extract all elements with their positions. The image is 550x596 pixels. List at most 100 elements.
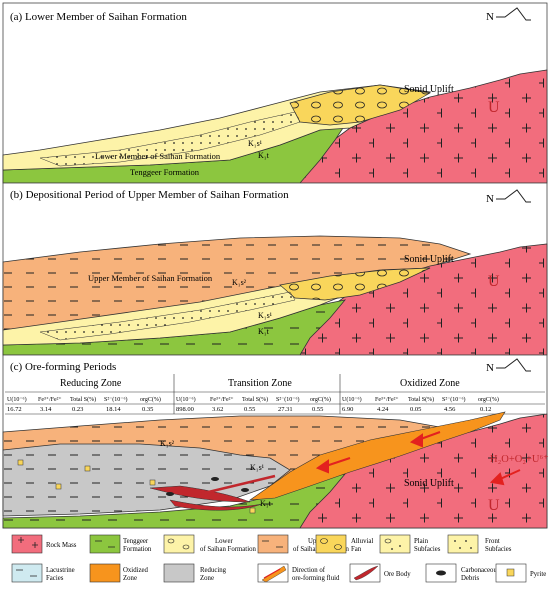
sonid-uplift-label: Sonid Uplift <box>404 254 454 265</box>
north-arrow-icon: N <box>486 358 531 374</box>
panel-c: (c) Ore-forming Periods N Reducing Zone … <box>2 354 549 529</box>
svg-text:Ore Body: Ore Body <box>384 571 411 578</box>
legend-tenggeer: Tenggeer Formation <box>89 534 152 554</box>
svg-text:Facies: Facies <box>46 575 64 582</box>
legend-lower-saihan: Lower of Saihan Formation <box>163 534 256 554</box>
svg-text:Total S(%): Total S(%) <box>408 396 434 403</box>
svg-text:Fe³⁺/Fe²⁺: Fe³⁺/Fe²⁺ <box>38 396 62 403</box>
panel-a: (a) Lower Member of Saihan Formation N S… <box>2 2 548 184</box>
k1s2-label: K₁s² <box>232 278 247 287</box>
svg-text:0.23: 0.23 <box>72 406 83 413</box>
svg-text:Zone: Zone <box>123 575 137 582</box>
legend: Rock Mass Tenggeer Formation Lower of Sa… <box>11 534 546 583</box>
svg-text:Plain: Plain <box>414 538 429 545</box>
legend-lacustrine: Lacustrine Facies <box>11 563 75 583</box>
lower-member-label: Lower Member of Saihan Formation <box>95 151 221 161</box>
fluid-label: H₂O+O₂+U⁶⁺ <box>490 454 549 465</box>
svg-text:Zone: Zone <box>200 575 214 582</box>
svg-text:0.55: 0.55 <box>244 406 255 413</box>
svg-text:orgC(%): orgC(%) <box>478 396 499 403</box>
legend-reducing-zone: Reducing Zone <box>163 563 227 583</box>
svg-text:Tenggeer: Tenggeer <box>123 538 149 545</box>
svg-text:Oxidized: Oxidized <box>123 567 149 574</box>
svg-text:Pyrite: Pyrite <box>530 571 546 578</box>
svg-text:Fan: Fan <box>351 546 362 553</box>
k1t-label: K₁t <box>258 327 270 336</box>
panel-b-title: (b) Depositional Period of Upper Member … <box>10 189 289 201</box>
svg-text:Formation: Formation <box>123 546 152 553</box>
legend-alluvial-fan: Alluvial Fan <box>315 534 373 554</box>
svg-text:Front: Front <box>485 538 500 545</box>
svg-text:S²⁻(10⁻⁶): S²⁻(10⁻⁶) <box>276 396 300 403</box>
sonid-uplift-label: Sonid Uplift <box>404 478 454 489</box>
legend-fluid-direction: Direction of ore-forming fluid <box>257 563 340 583</box>
svg-text:Reducing: Reducing <box>200 567 227 574</box>
uranium-symbol: U <box>488 273 500 290</box>
upper-member-label: Upper Member of Saihan Formation <box>88 273 213 283</box>
svg-text:0.55: 0.55 <box>312 406 323 413</box>
panel-a-title: (a) Lower Member of Saihan Formation <box>10 11 187 23</box>
legend-ore-body: Ore Body <box>349 563 411 583</box>
legend-pyrite: Pyrite <box>495 563 546 583</box>
svg-text:U(10⁻⁶): U(10⁻⁶) <box>342 396 362 403</box>
svg-text:N: N <box>486 11 494 23</box>
oxidized-zone-title: Oxidized Zone <box>400 378 460 389</box>
legend-rock-mass: Rock Mass <box>11 534 77 554</box>
svg-text:ore-forming fluid: ore-forming fluid <box>292 575 340 582</box>
uranium-symbol: U <box>488 99 500 116</box>
svg-text:of Saihan Formation: of Saihan Formation <box>200 546 256 553</box>
tenggeer-label: Tenggeer Formation <box>130 167 200 177</box>
panel-c-title: (c) Ore-forming Periods <box>10 361 116 373</box>
svg-text:N: N <box>486 362 494 374</box>
svg-text:0.12: 0.12 <box>480 406 491 413</box>
svg-text:Lacustrine: Lacustrine <box>46 567 75 574</box>
north-arrow-icon: N <box>486 7 531 23</box>
svg-text:6.90: 6.90 <box>342 406 353 413</box>
svg-text:Subfacies: Subfacies <box>485 546 512 553</box>
sonid-uplift-label: Sonid Uplift <box>404 84 454 95</box>
k1t-label: K₁t <box>258 151 270 160</box>
svg-text:3.14: 3.14 <box>40 406 52 413</box>
svg-text:4.56: 4.56 <box>444 406 456 413</box>
svg-text:0.35: 0.35 <box>142 406 153 413</box>
pyrite-markers <box>17 459 256 514</box>
k1t-label: K₁t <box>260 499 272 508</box>
legend-oxidized-zone: Oxidized Zone <box>89 563 149 583</box>
svg-text:S²⁻(10⁻⁶): S²⁻(10⁻⁶) <box>104 396 128 403</box>
svg-text:Total S(%): Total S(%) <box>70 396 96 403</box>
svg-text:898.00: 898.00 <box>176 406 194 413</box>
carbonaceous-debris-markers <box>166 477 249 496</box>
svg-text:Subfacies: Subfacies <box>414 546 441 553</box>
k1s1-label: K₁s¹ <box>250 463 265 472</box>
legend-front-subfacies: Front Subfacies <box>447 534 512 554</box>
svg-text:orgC(%): orgC(%) <box>140 396 161 403</box>
svg-text:0.05: 0.05 <box>410 406 421 413</box>
svg-text:Debris: Debris <box>461 575 479 582</box>
svg-text:S²⁻(10⁻⁶): S²⁻(10⁻⁶) <box>442 396 466 403</box>
k1s2-label: K₁s² <box>160 439 175 448</box>
svg-text:18.14: 18.14 <box>106 406 121 413</box>
svg-text:orgC(%): orgC(%) <box>310 396 331 403</box>
k1s1-label: K₁s¹ <box>248 139 263 148</box>
north-arrow-icon: N <box>486 189 531 205</box>
svg-text:3.62: 3.62 <box>212 406 223 413</box>
svg-text:N: N <box>486 193 494 205</box>
reducing-zone-title: Reducing Zone <box>60 378 122 389</box>
panel-b: (b) Depositional Period of Upper Member … <box>2 182 548 356</box>
svg-text:27.31: 27.31 <box>278 406 293 413</box>
k1s1-label: K₁s¹ <box>258 311 273 320</box>
svg-text:Fe³⁺/Fe²⁺: Fe³⁺/Fe²⁺ <box>210 396 234 403</box>
svg-text:16.72: 16.72 <box>7 406 22 413</box>
svg-text:Alluvial: Alluvial <box>351 538 373 545</box>
transition-zone-title: Transition Zone <box>228 378 292 389</box>
legend-plain-subfacies: Plain Subfacies <box>379 534 441 554</box>
svg-text:Rock Mass: Rock Mass <box>46 542 77 549</box>
svg-text:U(10⁻⁶): U(10⁻⁶) <box>7 396 27 403</box>
zones-table: Reducing Zone Transition Zone Oxidized Z… <box>5 374 545 415</box>
svg-text:Lower: Lower <box>215 538 233 545</box>
svg-text:Fe³⁺/Fe²⁺: Fe³⁺/Fe²⁺ <box>375 396 399 403</box>
svg-text:Direction of: Direction of <box>292 567 326 574</box>
svg-text:Carbonaceous: Carbonaceous <box>461 567 500 574</box>
ore-body <box>149 474 276 511</box>
